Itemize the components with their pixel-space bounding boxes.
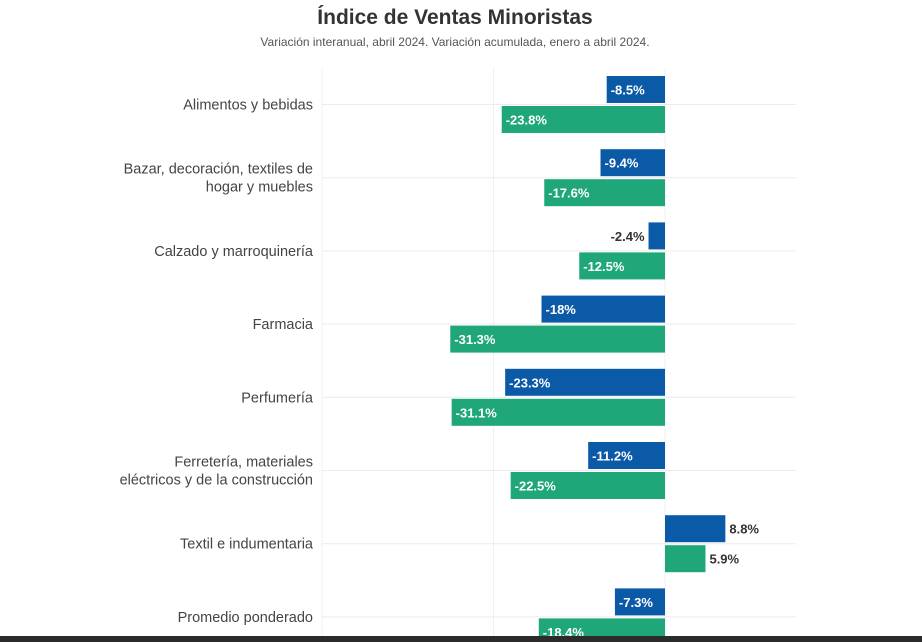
- bar-acumulada: [665, 545, 706, 573]
- value-label: -12.5%: [583, 259, 625, 274]
- bar-acumulada: [579, 252, 665, 280]
- bottom-strip: [0, 636, 922, 642]
- bar-interanual: [505, 368, 665, 396]
- value-label: -8.5%: [611, 83, 645, 98]
- value-label: -7.3%: [619, 595, 653, 610]
- value-label: -23.8%: [506, 113, 548, 128]
- category-label: Farmacia: [253, 317, 314, 333]
- value-label: -2.4%: [611, 229, 645, 244]
- chart-title: Índice de Ventas Minoristas: [317, 6, 593, 29]
- value-label: -17.6%: [548, 186, 590, 201]
- bar-acumulada: [451, 398, 665, 426]
- category-label: Textil e indumentaria: [180, 537, 314, 553]
- category-label: Alimentos y bebidas: [183, 98, 313, 114]
- category-label: Ferretería, materiales: [174, 455, 313, 471]
- value-label: -22.5%: [515, 479, 557, 494]
- value-label: -9.4%: [605, 156, 639, 171]
- bar-interanual: [648, 222, 665, 250]
- bar-interanual: [600, 149, 665, 177]
- bar-acumulada: [450, 325, 665, 353]
- chart-subtitle: Variación interanual, abril 2024. Variac…: [260, 35, 650, 49]
- value-label: -31.3%: [454, 332, 496, 347]
- bar-interanual: [614, 588, 665, 616]
- value-label: -11.2%: [592, 449, 633, 464]
- category-label: eléctricos y de la construcción: [120, 473, 313, 489]
- value-labels: -8.5% -23.8% -9.4% -17.6% -2.4% -12.5% -18% -31…: [454, 83, 759, 640]
- category-label: Bazar, decoración, textiles de: [124, 162, 313, 178]
- category-label: hogar y muebles: [206, 180, 313, 196]
- category-labels: Alimentos y bebidas Bazar, decoración, te…: [120, 98, 314, 626]
- value-label: -23.3%: [509, 375, 551, 390]
- bar-acumulada: [501, 106, 665, 133]
- category-label: Calzado y marroquinería: [154, 244, 314, 260]
- bars: [450, 76, 726, 642]
- category-label: Promedio ponderado: [178, 610, 313, 626]
- bar-acumulada: [544, 179, 665, 207]
- bar-interanual: [541, 295, 665, 323]
- bar-interanual: [665, 515, 726, 543]
- category-label: Perfumería: [241, 390, 314, 406]
- bar-interanual: [606, 76, 665, 103]
- value-label: 5.9%: [709, 552, 739, 567]
- bar-interanual: [588, 442, 665, 469]
- grid-lines: [321, 68, 796, 642]
- bar-acumulada: [510, 472, 665, 499]
- value-label: -31.1%: [456, 405, 498, 420]
- value-label: 8.8%: [729, 522, 759, 537]
- value-label: -18%: [546, 302, 577, 317]
